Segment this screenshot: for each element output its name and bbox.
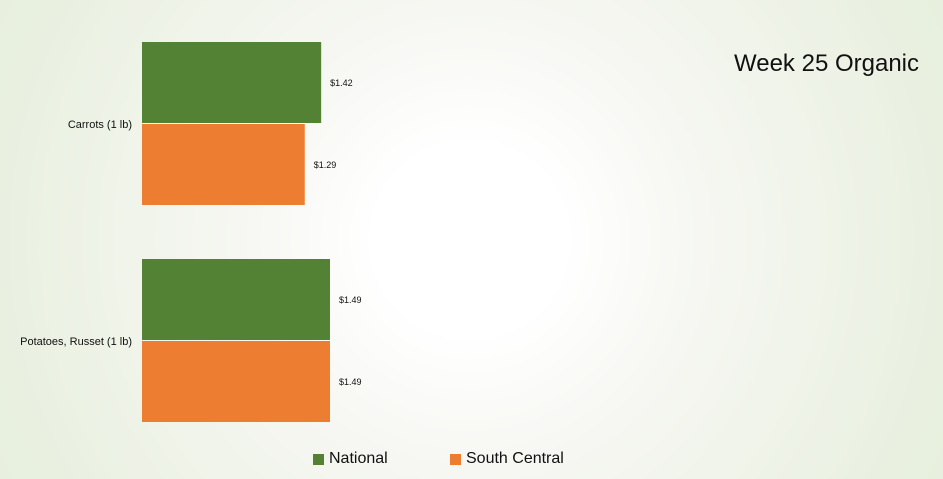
legend-label: South Central: [466, 450, 564, 467]
data-label: $1.29: [314, 160, 337, 170]
bar-national: [142, 259, 330, 340]
bar-chart: Carrots (1 lb) $1.42 $1.29 Potatoes, Russet…: [20, 42, 362, 422]
data-label: $1.49: [339, 377, 362, 387]
legend-item-south-central: South Central: [450, 450, 564, 468]
legend-swatch: [313, 453, 324, 465]
chart-title: Week 25 Organic: [734, 50, 919, 77]
legend-swatch: [450, 453, 461, 465]
bar-south-central: [142, 124, 305, 205]
legend-item-national: National: [313, 450, 388, 468]
data-label: $1.42: [330, 78, 353, 88]
legend-label: National: [329, 450, 388, 467]
bar-national: [142, 42, 322, 123]
category-label: Potatoes, Russet (1 lb): [20, 336, 132, 348]
bar-south-central: [142, 341, 330, 422]
data-label: $1.49: [339, 295, 362, 305]
category-label: Carrots (1 lb): [68, 119, 132, 131]
legend: National South Central: [0, 450, 943, 472]
